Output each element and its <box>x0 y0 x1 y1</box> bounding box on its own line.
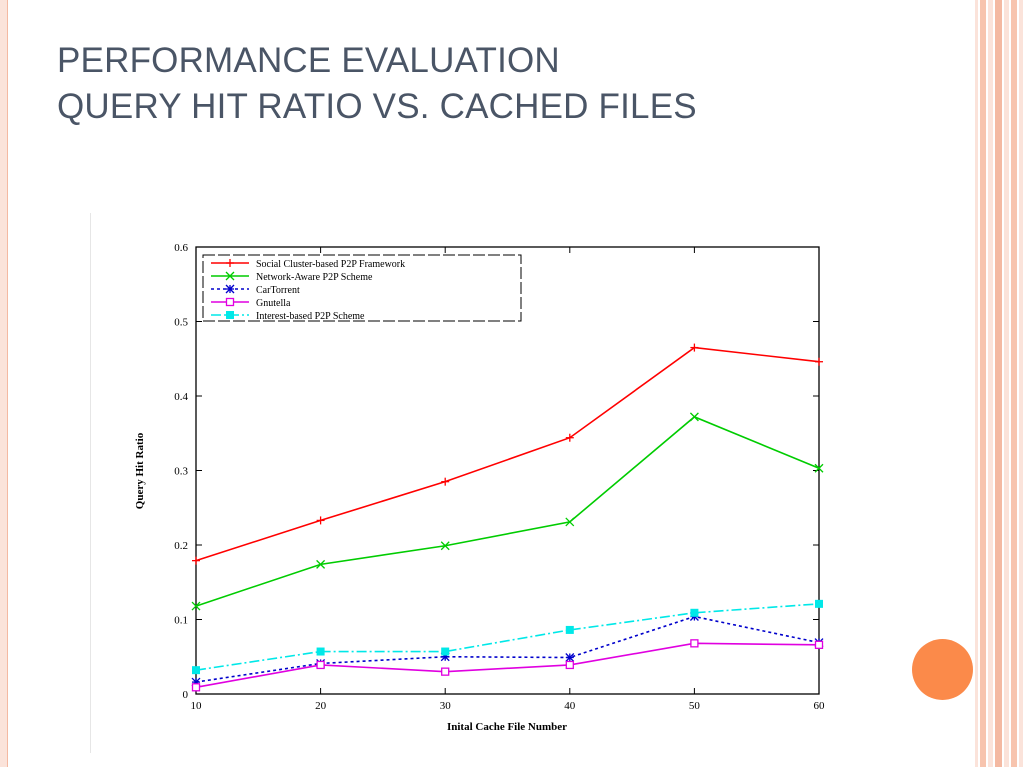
data-point <box>565 625 574 634</box>
data-point <box>815 599 823 608</box>
x-tick-label: 60 <box>814 700 826 712</box>
data-point <box>316 559 326 569</box>
marker-shape <box>690 608 699 617</box>
marker-stroke <box>440 541 450 551</box>
x-tick-label: 20 <box>315 700 327 712</box>
y-tick-label: 0.2 <box>174 540 188 552</box>
legend-label: Network-Aware P2P Scheme <box>256 272 373 283</box>
data-point <box>814 640 824 649</box>
data-point <box>815 357 823 366</box>
data-point <box>565 433 574 442</box>
x-axis-label: Inital Cache File Number <box>447 721 567 733</box>
marker-shape <box>225 297 235 307</box>
legend-label: Interest-based P2P Scheme <box>256 311 365 322</box>
data-point <box>192 666 200 675</box>
legend-label: Social Cluster-based P2P Framework <box>256 259 405 270</box>
series-line <box>195 603 820 671</box>
data-point <box>690 343 699 352</box>
series-4 <box>191 639 824 692</box>
legend-label: Gnutella <box>256 298 291 309</box>
left-decorative-stripe <box>0 0 8 767</box>
chart-image: 10 20 30 40 50 60 0 0.1 0.2 0.3 0.4 0.5 0.6 Social C… <box>90 213 861 753</box>
data-point <box>689 412 699 422</box>
marker-shape <box>226 311 234 319</box>
marker-shape <box>814 640 824 649</box>
data-point <box>441 647 450 656</box>
data-point <box>225 297 235 307</box>
x-tick-label: 50 <box>689 700 701 712</box>
data-point <box>690 639 699 648</box>
data-point <box>814 463 824 473</box>
data-point <box>225 284 235 294</box>
series-line <box>195 415 820 607</box>
slide-title: PERFORMANCE EVALUATION QUERY HIT RATIO V… <box>57 38 697 130</box>
chart-legend: Social Cluster-based P2P Framework Networ… <box>202 254 522 322</box>
marker-shape <box>441 667 450 676</box>
marker-shape <box>690 639 699 648</box>
y-tick-label: 0.6 <box>174 242 188 254</box>
right-decorative-stripes <box>975 0 1023 767</box>
y-tick-label: 0.4 <box>174 391 188 403</box>
marker-stroke <box>565 653 575 662</box>
slide-title-line-2: QUERY HIT RATIO VS. CACHED FILES <box>57 87 697 126</box>
y-axis-label: Query Hit Ratio <box>134 432 146 509</box>
series-line <box>195 615 820 683</box>
legend-item: Gnutella <box>211 297 291 309</box>
data-point <box>690 608 699 617</box>
data-point <box>565 517 575 527</box>
marker-shape <box>565 625 574 634</box>
marker-stroke <box>565 517 575 527</box>
legend-label: CarTorrent <box>256 285 300 296</box>
legend-box <box>202 254 522 322</box>
data-point <box>316 647 325 656</box>
series-1 <box>192 343 823 565</box>
data-point <box>191 601 201 611</box>
data-point <box>192 556 200 565</box>
data-point <box>225 271 235 281</box>
data-point <box>226 259 234 267</box>
marker-shape <box>316 647 325 656</box>
data-point <box>440 541 450 551</box>
data-point <box>191 683 201 692</box>
series-5 <box>192 599 823 675</box>
series-2 <box>191 412 824 611</box>
slide-title-line-1: PERFORMANCE EVALUATION <box>57 41 560 80</box>
x-tick-label: 10 <box>191 700 203 712</box>
series-line <box>195 346 820 562</box>
legend-item: Social Cluster-based P2P Framework <box>211 259 405 270</box>
marker-stroke <box>316 559 326 569</box>
y-tick-label: 0.3 <box>174 466 188 478</box>
data-point <box>316 660 325 670</box>
legend-item: CarTorrent <box>211 284 300 296</box>
marker-shape <box>815 599 823 608</box>
data-point <box>441 477 450 486</box>
series-3 <box>191 612 824 687</box>
data-point <box>226 311 234 319</box>
data-point <box>565 660 574 670</box>
legend-item: Interest-based P2P Scheme <box>211 311 365 322</box>
data-point <box>316 516 325 525</box>
legend-item: Network-Aware P2P Scheme <box>211 271 373 283</box>
data-point <box>565 653 575 662</box>
marker-stroke <box>225 271 235 281</box>
y-tick-label: 0.5 <box>174 317 188 329</box>
marker-stroke <box>689 412 699 422</box>
x-tick-label: 40 <box>564 700 576 712</box>
marker-stroke <box>814 463 824 473</box>
query-hit-ratio-chart: 10 20 30 40 50 60 0 0.1 0.2 0.3 0.4 0.5 0.6 Social C… <box>134 242 826 733</box>
series-line <box>195 642 820 689</box>
data-point <box>441 667 450 676</box>
marker-shape <box>316 660 325 670</box>
x-tick-label: 30 <box>440 700 452 712</box>
marker-shape <box>565 660 574 670</box>
y-tick-label: 0 <box>183 689 189 701</box>
decorative-orange-circle <box>912 639 973 700</box>
marker-stroke <box>225 284 235 294</box>
marker-shape <box>191 683 201 692</box>
y-tick-label: 0.1 <box>174 615 188 627</box>
marker-shape <box>441 647 450 656</box>
marker-stroke <box>191 601 201 611</box>
marker-shape <box>192 666 200 675</box>
